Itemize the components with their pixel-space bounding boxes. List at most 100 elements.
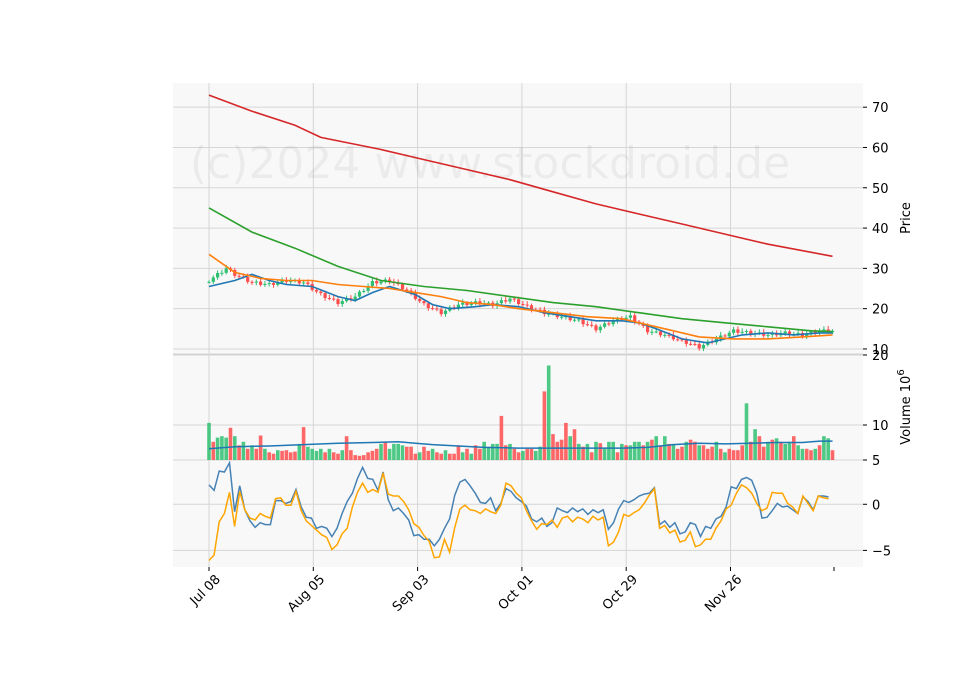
volume-bar (667, 443, 671, 460)
volume-bar (761, 446, 766, 460)
volume-bar (293, 451, 297, 460)
volume-bar (555, 441, 560, 460)
candle-body (611, 320, 615, 325)
volume-bar (241, 441, 246, 460)
x-tick-label: Aug 05 (285, 572, 328, 615)
candle-body (693, 343, 697, 345)
volume-bar (349, 450, 353, 460)
volume-bar (693, 441, 697, 460)
oscillator-line-a (208, 460, 829, 548)
candle-body (306, 282, 310, 285)
candle-body (357, 291, 362, 297)
volume-bar (340, 450, 345, 460)
volume-bar (276, 450, 280, 460)
candle-body (289, 280, 293, 282)
candle-body (594, 325, 598, 331)
volume-bar (426, 450, 431, 460)
volume-bar (783, 443, 787, 460)
volume-bar (727, 448, 732, 460)
candle-body (211, 277, 215, 282)
volume-bar (809, 450, 813, 460)
candle-body (435, 308, 439, 310)
candle-body (818, 330, 822, 334)
candle-body (701, 344, 706, 349)
volume-bar (319, 448, 323, 460)
volume-bar (658, 445, 663, 460)
volume-bar (482, 441, 486, 460)
volume-bar (245, 448, 250, 460)
candle-body (560, 316, 564, 318)
candle-body (469, 303, 473, 306)
volume-bar (439, 453, 443, 460)
volume-bar (336, 453, 340, 460)
volume-bar (456, 445, 461, 460)
volume-axis-title-text: Volume 10 (899, 376, 914, 445)
volume-bar (551, 434, 555, 460)
volume-bar (250, 445, 254, 460)
volume-tick-label: 20 (872, 349, 889, 364)
candle-body (327, 297, 331, 299)
candle-body (375, 281, 379, 284)
volume-bar (525, 448, 529, 460)
volume-bar (800, 448, 805, 460)
volume-bar (228, 427, 233, 460)
candle-body (667, 334, 671, 336)
volume-bar (392, 443, 396, 460)
candle-body (525, 304, 529, 306)
candle-body (280, 280, 284, 283)
volume-bar (710, 446, 714, 460)
volume-bar (435, 452, 439, 460)
candle-body (336, 299, 340, 305)
volume-tick-label: 5 (872, 454, 880, 469)
volume-bar (460, 452, 465, 460)
volume-bar (749, 441, 753, 460)
volume-bar (744, 403, 749, 460)
volume-bar (546, 365, 551, 460)
price-tick-label: 20 (872, 303, 889, 318)
volume-bar (452, 453, 456, 460)
volume-bar (736, 450, 740, 460)
candle-body (671, 334, 675, 340)
volume-bar (400, 445, 405, 460)
volume-average-line (208, 440, 833, 450)
volume-bar (374, 448, 379, 460)
volume-bar (684, 441, 689, 460)
candle-body (568, 316, 572, 321)
candle-body (400, 284, 405, 290)
volume-bar (344, 436, 349, 460)
candle-body (805, 333, 809, 337)
candle-body (388, 279, 392, 282)
volume-bar (757, 436, 762, 460)
candle-body (340, 301, 344, 305)
x-tick-label: Nov 26 (702, 572, 745, 615)
volume-bar (379, 443, 383, 460)
volume-bar (465, 448, 469, 460)
volume-bar (503, 445, 508, 460)
volume-bar (529, 448, 534, 460)
volume-bar (258, 435, 263, 460)
candle-body (766, 334, 770, 336)
candle-body (628, 315, 632, 318)
volume-bar (353, 455, 357, 460)
volume-bar (564, 422, 568, 460)
volume-bar (211, 441, 216, 460)
sma-long-line (208, 207, 833, 333)
candle-body (727, 332, 731, 337)
sma-mid-line (208, 253, 833, 340)
candle-body (654, 331, 658, 333)
volume-bar (422, 446, 426, 460)
candle-body (246, 277, 250, 282)
volume-bar (779, 441, 783, 460)
candle-body (787, 331, 792, 335)
volume-bar (675, 448, 680, 460)
volume-bar (237, 445, 241, 460)
volume-bar (632, 441, 637, 460)
candle-body (658, 331, 663, 336)
volume-bar (443, 450, 448, 460)
volume-bar (572, 429, 577, 460)
oscillator-tick-label: −5 (872, 544, 891, 559)
volume-bar (542, 391, 547, 460)
volume-bar (362, 455, 366, 460)
volume-bar (366, 452, 370, 460)
oscillator-panel (173, 460, 863, 567)
